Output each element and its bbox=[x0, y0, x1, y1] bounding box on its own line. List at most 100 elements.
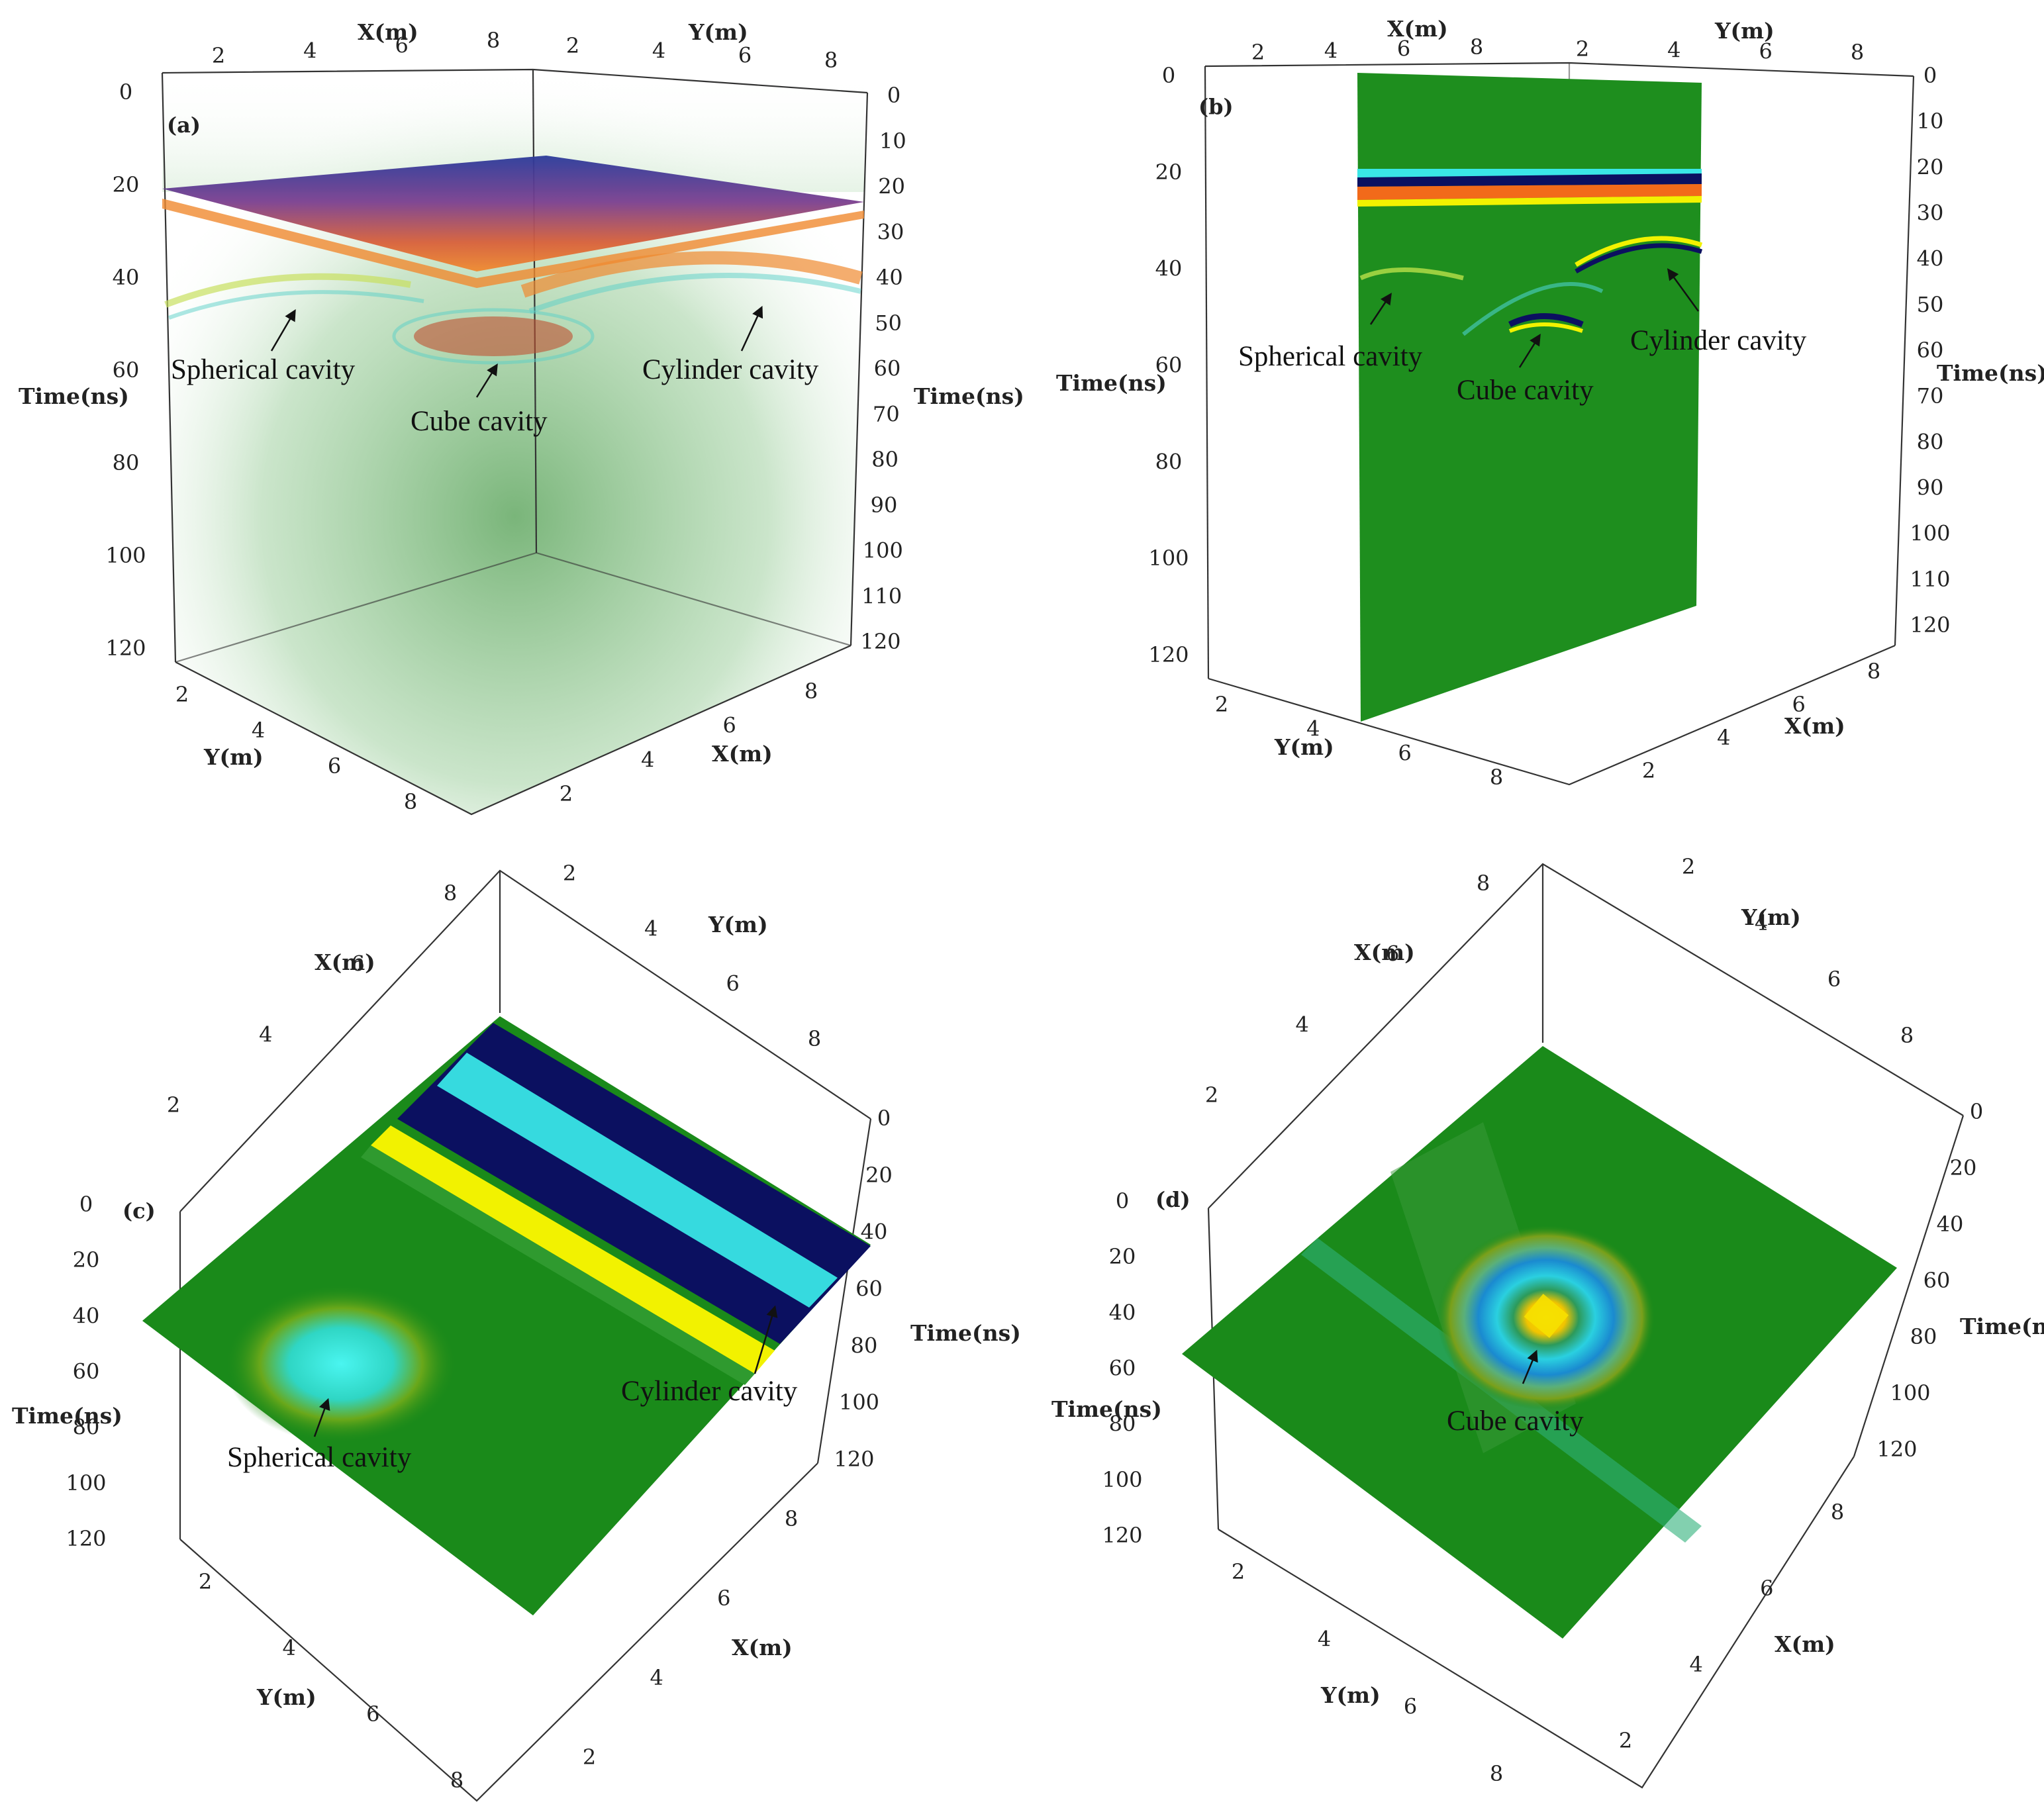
tick-time-right-0-20: 20 bbox=[878, 174, 905, 199]
tick-y-bottom-3-4: 4 bbox=[1318, 1627, 1331, 1652]
annotation-spherical-b: Spherical cavity bbox=[1238, 341, 1423, 372]
tick-time-right-2-20: 20 bbox=[865, 1163, 893, 1188]
tick-time-right-2-100: 100 bbox=[839, 1390, 879, 1415]
surface-reflection-layer bbox=[162, 156, 864, 271]
axis-label-y-bottom-1: Y(m) bbox=[1274, 734, 1334, 760]
tick-time-right-1-70: 70 bbox=[1917, 383, 1944, 408]
tick-y-bottom-3-6: 6 bbox=[1404, 1694, 1417, 1719]
axis-label-time-right-0: Time(ns) bbox=[914, 383, 1024, 409]
tick-time-right-1-80: 80 bbox=[1917, 429, 1944, 454]
tick-time-right-1-40: 40 bbox=[1917, 246, 1944, 271]
labels: (a) (b) (c) (d) Spherical cavity Cube ca… bbox=[122, 94, 1807, 1473]
tick-time-right-3-40: 40 bbox=[1937, 1212, 1964, 1237]
tick-time-left-3-80: 80 bbox=[1109, 1411, 1136, 1437]
tick-time-right-2-0: 0 bbox=[877, 1106, 891, 1131]
tick-time-right-0-0: 0 bbox=[887, 83, 900, 108]
tick-time-left-2-60: 60 bbox=[73, 1359, 100, 1384]
tick-y-top-1-8: 8 bbox=[1851, 40, 1864, 65]
tick-time-left-1-20: 20 bbox=[1155, 160, 1183, 185]
tick-time-right-0-30: 30 bbox=[877, 219, 904, 244]
panel-label-a: (a) bbox=[167, 113, 201, 138]
box-edge-inner-left bbox=[175, 551, 537, 663]
tick-x-bottom-2-4: 4 bbox=[650, 1665, 663, 1690]
tick-time-left-1-80: 80 bbox=[1155, 449, 1183, 474]
panel-b bbox=[1204, 62, 1915, 786]
tick-y-bottom-1-4: 4 bbox=[1306, 716, 1320, 742]
tick-time-left-3-20: 20 bbox=[1109, 1244, 1136, 1269]
tick-x-bottom-1-4: 4 bbox=[1717, 725, 1730, 750]
tick-y-bottom-0-8: 8 bbox=[404, 789, 417, 814]
tick-time-left-0-40: 40 bbox=[113, 265, 140, 290]
tick-time-left-3-60: 60 bbox=[1109, 1356, 1136, 1381]
axis-label-x-bottom-1: X(m) bbox=[1784, 713, 1845, 739]
arrow-spherical bbox=[270, 309, 296, 352]
tick-x-top-3-8: 8 bbox=[1477, 871, 1490, 896]
axis-label-time-left-0: Time(ns) bbox=[19, 383, 129, 409]
box-edge-left bbox=[1204, 66, 1210, 679]
tick-x-top-2-8: 8 bbox=[444, 881, 457, 906]
tick-y-bottom-1-8: 8 bbox=[1490, 765, 1503, 790]
tick-x-bottom-2-6: 6 bbox=[717, 1586, 730, 1611]
tick-time-right-0-120: 120 bbox=[860, 629, 900, 654]
box-edge-bottom bbox=[1208, 644, 1896, 786]
band-orange bbox=[1357, 184, 1702, 200]
tick-y-top-1-2: 2 bbox=[1576, 36, 1589, 62]
sphere-hyperbola-2 bbox=[168, 290, 424, 320]
tick-time-left-3-40: 40 bbox=[1109, 1300, 1136, 1325]
axis-label-y-top-0: Y(m) bbox=[688, 19, 748, 45]
tick-y-bottom-2-4: 4 bbox=[282, 1635, 295, 1660]
cylinder-stripe-edge bbox=[361, 1145, 755, 1385]
tick-x-top-3-6: 6 bbox=[1386, 941, 1399, 967]
tick-time-right-2-80: 80 bbox=[851, 1333, 878, 1358]
tick-time-right-1-20: 20 bbox=[1917, 154, 1944, 179]
panel-d bbox=[1182, 863, 1965, 1789]
tick-x-bottom-0-4: 4 bbox=[641, 747, 654, 772]
tick-y-top-0-4: 4 bbox=[652, 38, 665, 63]
tick-time-left-1-120: 120 bbox=[1148, 642, 1189, 667]
box-edge-right bbox=[1853, 1115, 1965, 1457]
tick-time-right-3-0: 0 bbox=[1970, 1099, 1983, 1124]
tick-time-right-3-100: 100 bbox=[1890, 1380, 1930, 1406]
tick-y-bottom-2-8: 8 bbox=[450, 1768, 463, 1793]
tick-time-right-1-30: 30 bbox=[1917, 201, 1944, 226]
tick-y-top-1-6: 6 bbox=[1759, 38, 1772, 64]
tick-x-top-0-6: 6 bbox=[395, 33, 408, 58]
tick-y-top-3-2: 2 bbox=[1682, 854, 1695, 879]
axis-label-x-top-2: X(m) bbox=[315, 949, 375, 975]
tick-y-bottom-2-6: 6 bbox=[366, 1701, 379, 1727]
tick-time-right-3-60: 60 bbox=[1923, 1268, 1951, 1293]
tick-time-right-1-10: 10 bbox=[1917, 109, 1944, 134]
axis-label-time-left-1: Time(ns) bbox=[1056, 370, 1167, 396]
axis-label-x-bottom-2: X(m) bbox=[732, 1635, 793, 1660]
tick-time-right-3-80: 80 bbox=[1910, 1324, 1937, 1349]
tick-y-top-0-6: 6 bbox=[738, 43, 752, 68]
tick-time-right-1-50: 50 bbox=[1917, 292, 1944, 317]
tick-y-top-3-4: 4 bbox=[1755, 910, 1768, 935]
vertical-slice bbox=[1357, 73, 1702, 722]
arrow-cube bbox=[1518, 334, 1541, 368]
tick-time-left-0-60: 60 bbox=[113, 358, 140, 383]
tick-x-top-3-2: 2 bbox=[1205, 1082, 1218, 1108]
axis-label-x-top-3: X(m) bbox=[1354, 939, 1415, 965]
tick-time-left-3-120: 120 bbox=[1102, 1523, 1142, 1548]
band-navy bbox=[1357, 173, 1702, 187]
tick-x-top-1-4: 4 bbox=[1324, 38, 1338, 63]
tick-time-left-1-0: 0 bbox=[1162, 63, 1175, 88]
box-edge-left bbox=[161, 72, 177, 663]
tick-time-left-2-40: 40 bbox=[73, 1303, 100, 1328]
sphere-hyperbola bbox=[1359, 267, 1464, 281]
tick-x-top-1-8: 8 bbox=[1470, 34, 1483, 60]
tick-y-bottom-3-8: 8 bbox=[1490, 1761, 1503, 1786]
axis-label-time-right-1: Time(ns) bbox=[1937, 360, 2044, 386]
annotation-spherical-a: Spherical cavity bbox=[171, 354, 356, 385]
tick-x-top-3-4: 4 bbox=[1295, 1012, 1308, 1037]
tick-x-bottom-1-2: 2 bbox=[1642, 758, 1655, 783]
cube-hyperbola bbox=[1508, 313, 1584, 328]
panel-label-d: (d) bbox=[1155, 1187, 1191, 1212]
tick-y-bottom-0-6: 6 bbox=[328, 753, 341, 779]
tick-y-bottom-1-6: 6 bbox=[1398, 740, 1411, 765]
tick-y-top-2-4: 4 bbox=[644, 916, 657, 941]
cube-anomaly bbox=[414, 316, 573, 356]
tick-x-top-0-8: 8 bbox=[487, 28, 500, 53]
tick-time-right-0-70: 70 bbox=[873, 401, 900, 426]
